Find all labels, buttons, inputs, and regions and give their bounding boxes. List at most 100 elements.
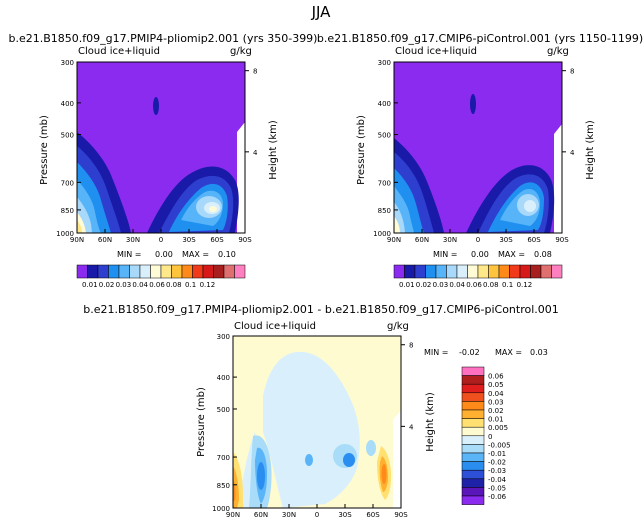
panel-3-sh-low-decrease-2 [343, 453, 355, 467]
panel-1-colorbar-box [213, 264, 225, 279]
panel-1-colorbar-box [181, 264, 193, 279]
panel-3-plot [232, 335, 402, 509]
panel-3-colorbar-box [461, 461, 485, 471]
panel-2-ytick-label: 1000 [373, 230, 391, 238]
panel-2-colorbar-box [551, 264, 563, 279]
panel-3-colorbar-box [461, 426, 485, 437]
panel-3-colorbar-box [461, 469, 485, 480]
panel-2-colorbar-label: 0.04 [449, 281, 465, 289]
panel-3-colorbar-label: -0.005 [488, 441, 511, 449]
panel-3-xtick-label: 90N [226, 511, 240, 519]
panel-1-title: b.e21.B1850.f09_g17.PMIP4-pliomip2.001 (… [9, 32, 318, 45]
panel-1-missing-region [237, 122, 245, 233]
panel-1-ytick-label: 400 [61, 100, 74, 108]
panel-3-colorbar-label: -0.03 [488, 467, 506, 475]
panel-1-max-label: MAX = [182, 250, 209, 259]
panel-3-colorbar-label: 0.02 [488, 407, 504, 415]
panel-1-ylabel-right: Height (km) [268, 120, 279, 180]
panel-1-colorbar-box [192, 264, 204, 279]
panel-1-xtick-label: 0 [159, 236, 163, 244]
panel-1-xtick-label: 60N [98, 236, 112, 244]
panel-3-xtick-label: 30S [338, 511, 352, 519]
panel-3-ytick-label: 700 [217, 454, 230, 462]
panel-3-colorbar-box [461, 478, 485, 488]
panel-3-units: g/kg [387, 321, 409, 332]
panel-2-height-tick-label: 8 [570, 68, 574, 76]
panel-1-upper-cloud [153, 97, 159, 115]
panel-3-missing-region [393, 410, 401, 508]
panel-1-nh-layer-7 [77, 220, 82, 233]
panel-3-colorbar-box [461, 383, 485, 394]
panel-1-colorbar-label: 0.06 [149, 281, 165, 289]
panel-2-ytick-label: 300 [378, 59, 391, 67]
panel-3-colorbar-box [461, 401, 485, 411]
panel-2-nh-layer-6 [394, 216, 400, 233]
panel-1-colorbar: 0.01 0.02 0.03 0.04 0.06 0.08 0.1 0.12 [76, 264, 246, 289]
panel-1-variable: Cloud ice+liquid [78, 46, 160, 57]
panel-2-plot [393, 61, 563, 234]
panel-1-ylabel: Pressure (mb) [39, 115, 50, 185]
panel-3-xtick-label: 30N [282, 511, 296, 519]
panel-2-sh-layer-6 [524, 200, 536, 212]
panel-1-height-tick-label: 8 [253, 68, 257, 76]
panel-2-min-value: 0.00 [471, 250, 489, 259]
panel-3-colorbar-box [461, 392, 485, 402]
panel-1-xtick-label: 30N [126, 236, 140, 244]
panel-pliomip: b.e21.B1850.f09_g17.PMIP4-pliomip2.001 (… [9, 32, 318, 289]
panel-2-upper-cloud [470, 94, 476, 114]
panel-3-colorbar-label: 0.05 [488, 381, 504, 389]
panel-3-min-label: MIN = [424, 348, 449, 357]
panel-1-sh-layer-7 [209, 206, 217, 212]
panel-2-colorbar-box [530, 264, 542, 279]
panel-2-ytick-label: 500 [378, 132, 391, 140]
panel-2-colorbar-box [488, 264, 500, 279]
panel-3-colorbar-box [461, 435, 485, 445]
panel-3-ytick-label: 850 [217, 482, 230, 490]
panel-1-colorbar-box [129, 264, 141, 279]
panel-2-min-label: MIN = [433, 250, 458, 259]
panel-2-colorbar-box [393, 264, 405, 279]
panel-2-variable: Cloud ice+liquid [395, 46, 477, 57]
panel-3-colorbar-box [461, 487, 485, 497]
panel-3-colorbar-label: -0.06 [488, 493, 507, 501]
panel-2-colorbar-label: 0.01 [399, 281, 415, 289]
panel-2-colorbar-box [425, 264, 437, 279]
panel-3-decrease-broad [263, 351, 360, 508]
panel-3-ytick-label: 300 [217, 333, 230, 341]
panel-2-title: b.e21.B1850.f09_g17.CMIP6-piControl.001 … [317, 32, 643, 45]
panel-2-ylabel: Pressure (mb) [356, 115, 367, 185]
panel-1-xtick-label: 30S [182, 236, 196, 244]
panel-2-xtick-label: 30N [443, 236, 457, 244]
panel-3-sh-low-decrease-4 [366, 440, 376, 456]
panel-2-colorbar-box [477, 264, 489, 279]
panel-1-colorbar-label: 0.1 [185, 281, 196, 289]
panel-2-colorbar-label: 0.1 [502, 281, 513, 289]
panel-3-colorbar-label: 0.04 [488, 390, 504, 398]
axes-layer: 90N 60N 30N 0 30S 60S 90S300400500700850100084… [56, 59, 575, 519]
panel-2-max-value: 0.08 [534, 250, 552, 259]
panel-1-colorbar-label: 0.03 [116, 281, 132, 289]
panel-3-colorbar-label: -0.01 [488, 450, 506, 458]
panel-3-colorbar-box [461, 375, 485, 385]
panel-2-max-label: MAX = [498, 250, 525, 259]
panel-2-colorbar-box [456, 264, 468, 279]
panel-3-xtick-label: 0 [315, 511, 319, 519]
panel-1-colorbar-box [223, 264, 235, 279]
panel-1-xtick-label: 90N [70, 236, 84, 244]
panel-1-colorbar-label: 0.08 [166, 281, 182, 289]
panel-2-ytick-label: 850 [378, 207, 391, 215]
panel-2-colorbar-label: 0.12 [517, 281, 533, 289]
figure-title: JJA [311, 3, 332, 21]
panel-3-colorbar-label: 0.005 [488, 424, 508, 432]
panel-3-sh-low-decrease-3 [305, 454, 313, 466]
panel-2-colorbar-box [435, 264, 447, 279]
panel-3-colorbar-label: -0.05 [488, 484, 506, 492]
panel-1-ytick-label: 500 [61, 132, 74, 140]
panel-3-colorbar-label: 0 [488, 433, 492, 441]
panel-2-xtick-label: 30S [499, 236, 513, 244]
panel-1-xtick-label: 60S [210, 236, 224, 244]
panel-2-colorbar-box [498, 264, 510, 279]
panel-1-ytick-label: 300 [61, 59, 74, 67]
panel-2-height-tick-label: 4 [570, 149, 575, 157]
